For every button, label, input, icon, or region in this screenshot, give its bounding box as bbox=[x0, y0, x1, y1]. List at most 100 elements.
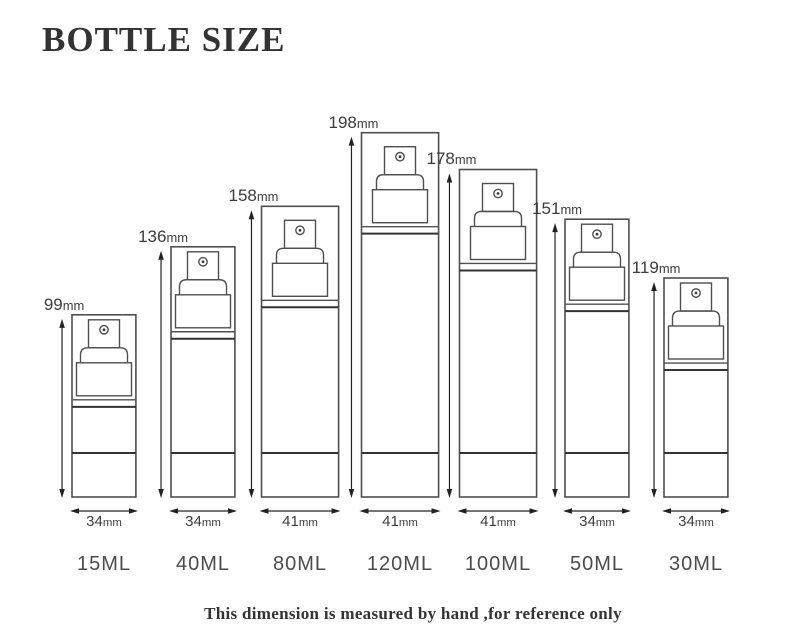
nozzle-orifice-icon bbox=[592, 229, 602, 240]
width-arrow-120ml bbox=[359, 508, 441, 514]
disclaimer-note: This dimension is measured by hand ,for … bbox=[204, 604, 622, 623]
nozzle-orifice-icon bbox=[198, 256, 208, 267]
dimension-value: 178 bbox=[426, 149, 455, 169]
height-arrow-80ml bbox=[248, 210, 255, 498]
dimension-unit: mm bbox=[201, 517, 221, 529]
pump-actuator bbox=[572, 251, 622, 268]
dimension-unit: mm bbox=[595, 517, 615, 529]
nozzle-orifice-dot-icon bbox=[694, 291, 698, 295]
height-arrow-100ml bbox=[446, 173, 453, 498]
dimension-value: 34 bbox=[86, 513, 103, 530]
width-label-80ml: 41mm bbox=[282, 514, 318, 529]
nozzle-orifice-dot-icon bbox=[201, 260, 205, 264]
width-label-120ml: 41mm bbox=[382, 514, 418, 529]
dimension-unit: mm bbox=[356, 115, 379, 131]
bottle-drawing-80ml bbox=[248, 205, 341, 514]
bottle-drawing-40ml bbox=[158, 246, 237, 514]
bottle-outline bbox=[260, 205, 340, 498]
dimension-unit: mm bbox=[102, 517, 122, 529]
height-label-100ml: 178mm bbox=[427, 150, 477, 167]
height-arrow-50ml bbox=[552, 223, 558, 498]
pump-collar bbox=[667, 325, 725, 360]
pump-actuator bbox=[375, 173, 425, 190]
volume-label-15ml: 15ML bbox=[76, 553, 132, 575]
pump-collar bbox=[174, 294, 232, 329]
height-arrow-40ml bbox=[158, 250, 164, 498]
nozzle-orifice-icon bbox=[99, 324, 109, 335]
height-arrow-120ml bbox=[348, 136, 355, 498]
pump-collar bbox=[469, 225, 527, 261]
dimension-unit: mm bbox=[166, 229, 188, 245]
width-arrow-100ml bbox=[457, 508, 539, 514]
dimension-unit: mm bbox=[658, 261, 681, 277]
width-arrow-50ml bbox=[563, 508, 631, 514]
width-label-15ml: 34mm bbox=[86, 514, 122, 529]
bottle-outline bbox=[360, 131, 440, 498]
dimension-unit: mm bbox=[398, 517, 418, 529]
width-arrow-30ml bbox=[662, 508, 730, 514]
dimension-unit: mm bbox=[298, 517, 318, 529]
nozzle-orifice-dot-icon bbox=[398, 155, 402, 159]
dimension-value: 41 bbox=[382, 513, 399, 530]
dimension-value: 41 bbox=[282, 513, 299, 530]
nozzle-orifice-icon bbox=[295, 225, 305, 236]
bottle-drawing-15ml bbox=[59, 313, 138, 514]
bottle-drawing-30ml bbox=[651, 277, 730, 514]
bottle-outline bbox=[170, 246, 236, 498]
pump-collar bbox=[271, 262, 329, 297]
dimension-value: 198 bbox=[328, 112, 357, 132]
dimension-unit: mm bbox=[694, 517, 714, 529]
dimension-value: 99 bbox=[43, 294, 63, 314]
nozzle-orifice-icon bbox=[395, 151, 405, 162]
pump-actuator bbox=[671, 310, 721, 327]
height-arrow-30ml bbox=[651, 282, 657, 498]
height-label-50ml: 151mm bbox=[532, 200, 582, 217]
nozzle-orifice-dot-icon bbox=[496, 192, 500, 195]
pump-collar bbox=[75, 362, 133, 397]
dimension-unit: mm bbox=[256, 189, 279, 205]
volume-label-30ml: 30ML bbox=[668, 553, 724, 575]
dimension-value: 151 bbox=[532, 199, 561, 219]
dimension-value: 34 bbox=[678, 513, 695, 530]
pump-collar bbox=[371, 188, 429, 224]
width-label-40ml: 34mm bbox=[185, 514, 221, 529]
width-arrow-15ml bbox=[70, 508, 138, 514]
nozzle-orifice-icon bbox=[493, 188, 503, 199]
nozzle-orifice-dot-icon bbox=[298, 228, 302, 232]
bottle-outline bbox=[458, 168, 538, 498]
width-label-50ml: 34mm bbox=[579, 514, 615, 529]
height-label-80ml: 158mm bbox=[229, 187, 279, 204]
height-label-30ml: 119mm bbox=[632, 259, 681, 276]
pump-actuator bbox=[473, 210, 523, 227]
volume-label-40ml: 40ML bbox=[175, 553, 231, 575]
bottle-outline bbox=[663, 277, 729, 498]
bottle-drawing-120ml bbox=[348, 131, 441, 514]
pump-actuator bbox=[79, 347, 129, 363]
volume-label-80ml: 80ML bbox=[272, 553, 328, 575]
bottle-drawing-50ml bbox=[552, 218, 631, 514]
dimension-value: 34 bbox=[185, 513, 202, 530]
nozzle-orifice-dot-icon bbox=[102, 328, 106, 332]
volume-label-120ml: 120ML bbox=[366, 553, 434, 575]
dimension-value: 136 bbox=[138, 226, 167, 246]
volume-label-100ml: 100ML bbox=[464, 553, 532, 575]
nozzle-orifice-icon bbox=[691, 288, 701, 298]
pump-actuator bbox=[178, 279, 228, 295]
width-label-30ml: 34mm bbox=[678, 514, 714, 529]
width-arrow-80ml bbox=[259, 508, 341, 514]
nozzle-orifice-dot-icon bbox=[595, 232, 599, 236]
dimension-value: 158 bbox=[228, 186, 257, 206]
height-label-120ml: 198mm bbox=[329, 114, 379, 131]
dimension-value: 34 bbox=[579, 513, 596, 530]
dimension-unit: mm bbox=[62, 297, 85, 313]
pump-collar bbox=[568, 266, 626, 301]
bottle-outline bbox=[564, 218, 630, 498]
bottle-drawing-100ml bbox=[446, 168, 539, 514]
height-label-15ml: 99mm bbox=[44, 296, 84, 313]
dimension-unit: mm bbox=[496, 517, 516, 529]
width-label-100ml: 41mm bbox=[480, 514, 516, 529]
dimension-value: 119 bbox=[631, 258, 659, 278]
